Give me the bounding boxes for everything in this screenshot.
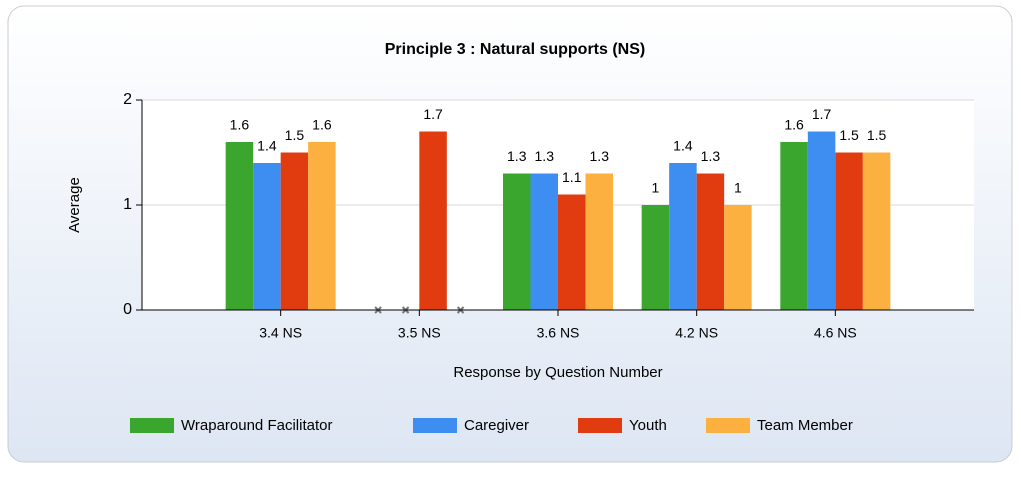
y-tick-label: 0 [123, 301, 132, 318]
data-label: 1.5 [867, 127, 887, 143]
legend-swatch [578, 418, 622, 433]
bar [225, 142, 254, 310]
data-label: 1.1 [562, 169, 582, 185]
legend-label: Team Member [757, 417, 853, 434]
x-tick-label: 4.2 NS [675, 325, 718, 341]
bar [503, 173, 531, 310]
data-label: 1.5 [285, 127, 305, 143]
bar [696, 173, 725, 310]
data-label: 1.3 [590, 148, 610, 164]
data-label: 1.7 [423, 106, 443, 122]
data-label: 1.6 [312, 117, 332, 133]
bar [419, 131, 447, 310]
bar [724, 205, 752, 310]
x-tick-label: 3.6 NS [537, 325, 580, 341]
data-label: 1.3 [701, 148, 721, 164]
data-label: 1.3 [535, 148, 555, 164]
bar [558, 194, 586, 310]
legend-label: Wraparound Facilitator [181, 417, 332, 434]
bar [585, 173, 613, 310]
data-label: 1.7 [812, 106, 832, 122]
x-tick-label: 3.4 NS [259, 325, 302, 341]
legend-label: Caregiver [464, 417, 529, 434]
data-label: 1.3 [507, 148, 527, 164]
data-label: 1.6 [230, 117, 250, 133]
bar [807, 131, 836, 310]
data-label: 1 [734, 180, 742, 196]
data-label: 1.4 [673, 138, 693, 154]
bar [641, 205, 670, 310]
legend-swatch [130, 418, 174, 433]
bar [669, 163, 697, 310]
data-label: 1.4 [257, 138, 277, 154]
x-tick-label: 3.5 NS [398, 325, 441, 341]
bar [253, 163, 281, 310]
legend-swatch [413, 418, 457, 433]
data-label: 1 [652, 180, 660, 196]
x-axis-title: Response by Question Number [453, 364, 662, 381]
legend-swatch [706, 418, 750, 433]
data-label: 1.6 [784, 117, 804, 133]
bar [835, 152, 863, 310]
y-axis-title: Average [66, 177, 83, 233]
bar [530, 173, 558, 310]
x-tick-label: 4.6 NS [814, 325, 857, 341]
y-tick-label: 1 [123, 196, 132, 213]
y-tick-label: 2 [123, 91, 132, 108]
bar [308, 142, 336, 310]
data-label: 1.5 [839, 127, 859, 143]
bar [862, 152, 891, 310]
chart-title: Principle 3 : Natural supports (NS) [385, 41, 645, 58]
bar [780, 142, 808, 310]
bar [280, 152, 309, 310]
legend-label: Youth [629, 417, 667, 434]
